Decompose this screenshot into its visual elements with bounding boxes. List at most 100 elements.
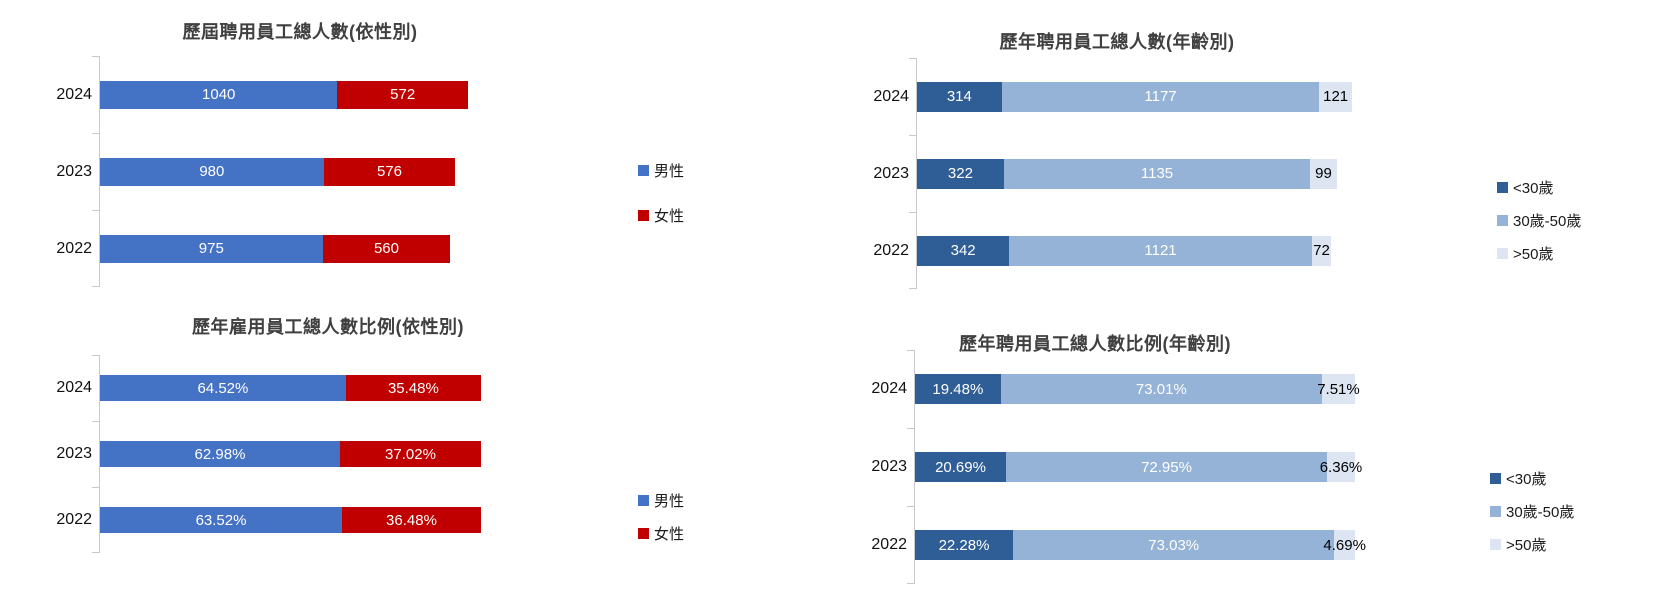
bar-row: 2024 19.48% 73.01% 7.51% [855,350,1360,428]
bar-value-label: 560 [373,240,399,257]
bar-value-label: 7.51% [1317,380,1360,398]
legend-label: >50歲 [1513,245,1554,263]
bar-value-label: 63.52% [195,511,247,529]
bar-segment: 37.02% [339,441,481,467]
bar-value-label: 121 [1323,88,1349,105]
legend-label: 男性 [654,492,685,510]
axis-tick [907,350,914,351]
chart-title: 歷年聘用員工總人數比例(年齡別) [959,334,1231,354]
bar-track: 1040 572 [100,80,468,109]
legend-label: <30歲 [1506,470,1547,488]
plot-area: 2024 19.48% 73.01% 7.51% 2023 20.69% 72.95% 6.3… [855,350,1366,584]
bar-segment: 19.48% [915,374,1001,404]
category-label: 2023 [56,162,92,180]
bar-value-label: 72 [1313,242,1330,259]
bar-row: 2023 20.69% 72.95% 6.36% [855,428,1362,506]
bar-row: 2022 22.28% 73.03% 4.69% [855,506,1366,584]
legend-label: 30歲-50歲 [1506,503,1575,521]
category-label: 2023 [873,164,909,182]
legend-swatch-icon [1497,247,1508,259]
bar-value-label: 1121 [1144,242,1177,259]
bar-value-label: 322 [947,165,973,182]
bar-value-label: 35.48% [387,379,439,397]
bar-segment: 72 [1311,235,1332,266]
legend-label: >50歲 [1506,536,1547,554]
bar-value-label: 6.36% [1319,458,1363,476]
bar-track: 975 560 [100,234,468,263]
legend: <30歲 30歲-50歲 >50歲 [1490,468,1574,554]
bar-segment: 22.28% [915,530,1014,560]
axis-tick [907,583,914,584]
bar-segment: 975 [100,234,323,263]
bar-value-label: 342 [950,242,976,259]
bar-row: 2024 64.52% 35.48% [40,355,481,421]
bar-row: 2023 322 1135 99 [857,135,1352,212]
bar-track: 63.52% 36.48% [100,507,481,533]
bar-segment: 35.48% [345,375,481,401]
bar-value-label: 20.69% [935,458,986,476]
bar-value-label: 314 [946,88,972,105]
bar-segment: 342 [917,235,1010,266]
legend-item: 男性 [638,490,684,510]
bar-row: 2023 62.98% 37.02% [40,421,481,487]
bar-segment: 980 [100,157,324,186]
legend-swatch-icon [1490,538,1501,550]
legend-swatch-icon [1490,472,1501,484]
bar-segment: 572 [337,80,468,109]
legend-item: 女性 [638,205,684,225]
bar-value-label: 22.28% [938,536,990,554]
bar-segment: 20.69% [915,452,1007,482]
bar-value-label: 4.69% [1323,536,1366,554]
bar-value-label: 19.48% [932,380,984,398]
legend-swatch-icon [1497,181,1508,193]
axis-tick [907,427,914,429]
category-label: 2024 [56,85,92,103]
category-label: 2022 [56,511,92,528]
bar-segment: 121 [1319,81,1352,112]
bar-track: 64.52% 35.48% [100,375,481,401]
legend-label: 男性 [654,162,685,180]
bar-segment: 560 [322,234,451,263]
bar-segment: 1177 [1001,81,1320,112]
bar-value-label: 73.01% [1135,380,1187,398]
bar-track: 342 1121 72 [917,235,1352,266]
bar-value-label: 72.95% [1141,458,1192,476]
legend: 男性女性 [638,490,684,543]
category-label: 2024 [871,380,907,397]
axis-tick [907,505,914,507]
axis-tick [909,211,916,213]
bar-track: 980 576 [100,157,468,186]
bar-row: 2023 980 576 [40,133,468,210]
axis-tick [92,486,99,488]
legend-label: 女性 [654,207,685,225]
bar-value-label: 1135 [1140,165,1174,182]
bar-value-label: 1040 [202,86,236,103]
axis-tick [909,288,916,289]
bar-value-label: 73.03% [1148,536,1200,554]
bar-value-label: 576 [376,163,402,180]
bar-segment: 72.95% [1006,452,1327,482]
bar-track: 20.69% 72.95% 6.36% [915,452,1362,482]
bar-segment: 73.03% [1013,530,1335,560]
legend-swatch-icon [638,494,649,506]
bar-track: 314 1177 121 [917,81,1352,112]
legend-label: <30歲 [1513,179,1554,197]
bar-row: 2024 314 1177 121 [857,58,1352,135]
legend-item: >50歲 [1490,534,1574,554]
y-axis-line [916,58,917,289]
bar-row: 2024 1040 572 [40,56,468,133]
axis-tick [92,209,99,211]
bar-segment: 63.52% [100,507,342,533]
y-axis-line [99,355,100,553]
axis-tick [92,286,99,287]
chart-title: 歷年雇用員工總人數比例(依性別) [192,317,464,337]
legend-item: 女性 [638,523,684,543]
axis-tick [92,355,99,356]
bar-segment: 1040 [100,80,338,109]
axis-tick [909,58,916,59]
legend: <30歲 30歲-50歲 >50歲 [1497,177,1581,263]
axis-tick [92,552,99,553]
bar-value-label: 1177 [1144,88,1177,105]
legend-item: 男性 [638,160,684,180]
bar-track: 62.98% 37.02% [100,441,481,467]
